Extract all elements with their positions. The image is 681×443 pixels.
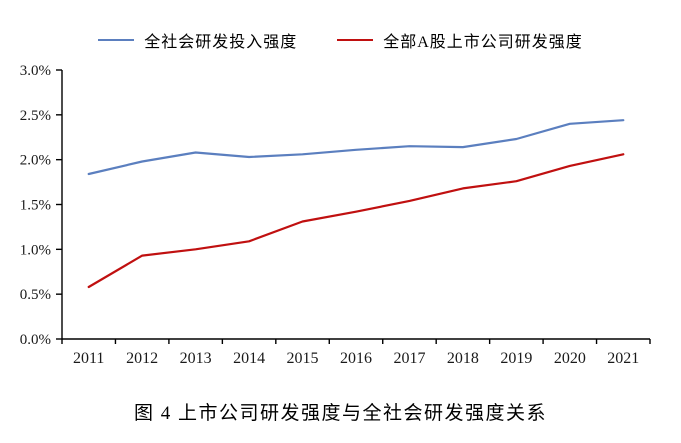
legend-swatch-society-rd <box>98 39 135 41</box>
x-tick-label: 2012 <box>126 350 158 367</box>
x-tick-label: 2020 <box>554 350 586 367</box>
legend: 全社会研发投入强度 全部A股上市公司研发强度 <box>0 28 681 52</box>
x-tick-label: 2017 <box>393 350 425 367</box>
legend-label-society-rd: 全社会研发投入强度 <box>144 34 298 51</box>
legend-item-society-rd: 全社会研发投入强度 <box>98 28 297 52</box>
y-tick-label: 3.0% <box>20 63 51 79</box>
series-line-1 <box>87 153 625 289</box>
y-tick-label: 0.0% <box>20 332 51 348</box>
y-tick-label: 2.5% <box>20 108 51 124</box>
y-tick-label: 1.5% <box>20 198 51 214</box>
legend-swatch-ashare-rd <box>337 39 374 41</box>
y-tick-label: 1.0% <box>20 242 51 258</box>
x-tick-label: 2011 <box>73 350 104 367</box>
x-tick-label: 2015 <box>287 350 319 367</box>
x-tick-label: 2016 <box>340 350 372 367</box>
legend-item-ashare-rd: 全部A股上市公司研发强度 <box>337 28 583 52</box>
x-tick-label: 2014 <box>233 350 265 367</box>
x-tick-label: 2021 <box>607 350 639 367</box>
x-tick-label: 2013 <box>180 350 212 367</box>
y-tick-label: 0.5% <box>20 287 51 303</box>
x-tick-label: 2019 <box>500 350 532 367</box>
figure-caption: 图 4 上市公司研发强度与全社会研发强度关系 <box>133 403 547 424</box>
series-line-0 <box>87 119 625 176</box>
y-tick-label: 2.0% <box>20 153 51 169</box>
legend-label-ashare-rd: 全部A股上市公司研发强度 <box>383 34 583 51</box>
x-tick-label: 2018 <box>447 350 479 367</box>
